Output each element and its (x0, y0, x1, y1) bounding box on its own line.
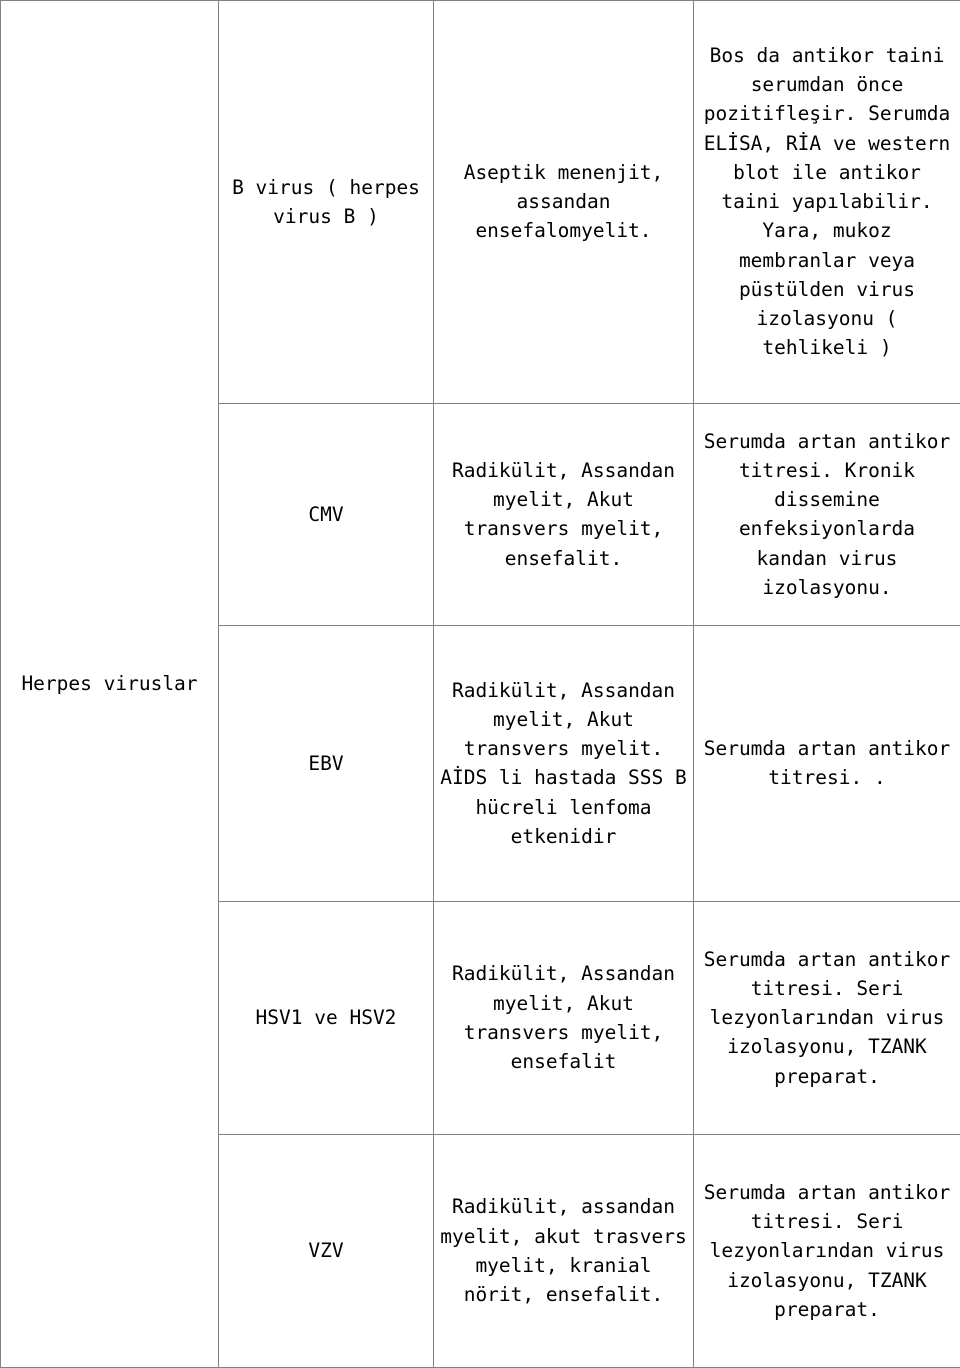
diagnosis-cell: Serumda artan antikor titresi. Seri lezy… (694, 901, 960, 1134)
virus-cell: CMV (219, 403, 434, 626)
group-label-cell: Herpes viruslar (1, 1, 219, 1368)
table-row: Herpes viruslar B virus ( herpes virus B… (1, 1, 960, 404)
diagnosis-cell: Serumda artan antikor titresi. . (694, 626, 960, 902)
virus-cell: VZV (219, 1134, 434, 1367)
diagnosis-cell: Serumda artan antikor titresi. Kronik di… (694, 403, 960, 626)
clinical-cell: Radikülit, Assandan myelit, Akut transve… (434, 403, 694, 626)
virus-cell: B virus ( herpes virus B ) (219, 1, 434, 404)
diagnosis-cell: Bos da antikor taini serumdan önce pozit… (694, 1, 960, 404)
virus-table: Herpes viruslar B virus ( herpes virus B… (0, 0, 960, 1368)
clinical-cell: Radikülit, assandan myelit, akut trasver… (434, 1134, 694, 1367)
clinical-cell: Radikülit, Assandan myelit, Akut transve… (434, 901, 694, 1134)
clinical-cell: Radikülit, Assandan myelit, Akut transve… (434, 626, 694, 902)
virus-cell: EBV (219, 626, 434, 902)
clinical-cell: Aseptik menenjit, assandan ensefalomyeli… (434, 1, 694, 404)
virus-cell: HSV1 ve HSV2 (219, 901, 434, 1134)
diagnosis-cell: Serumda artan antikor titresi. Seri lezy… (694, 1134, 960, 1367)
